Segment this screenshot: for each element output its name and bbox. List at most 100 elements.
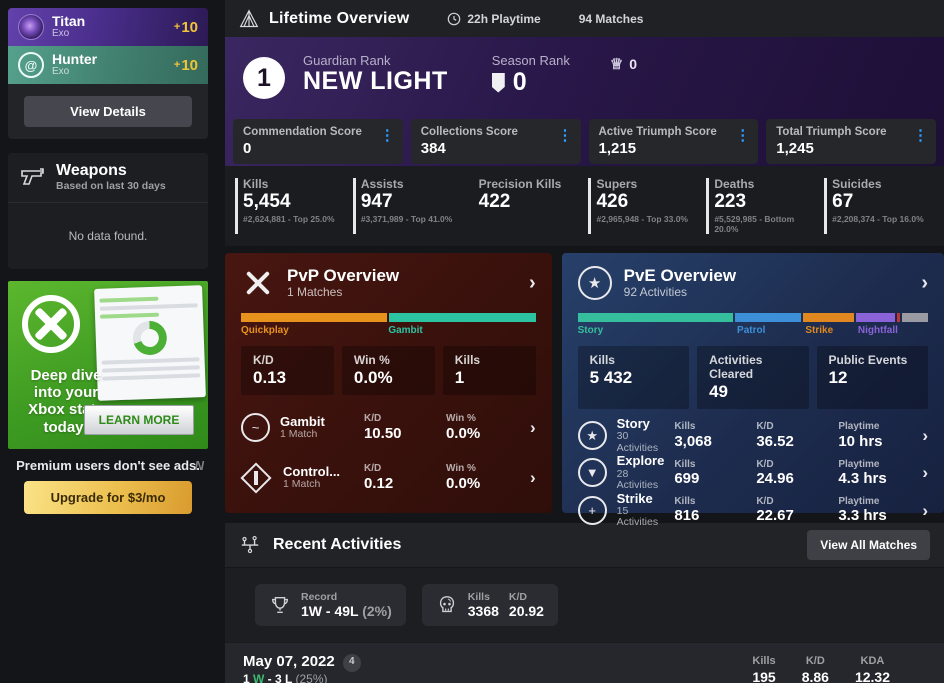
col-label: K/D — [363, 463, 382, 475]
view-all-matches-button[interactable]: View All Matches — [807, 529, 930, 560]
bar-segment-label: Patrol — [737, 324, 766, 336]
bar-segment — [897, 312, 901, 322]
character-card-hunter[interactable]: @ Hunter Exo +10 — [8, 46, 208, 84]
pve-row-explore[interactable]: ▼ Explore 28 Activities Kills 699 K/D 24… — [577, 454, 928, 491]
summary-badges-row: Record 1W - 49L (2%) Kills 3368 K/D 20.9… — [225, 568, 944, 642]
bar-segment-story — [577, 312, 733, 322]
row-text: Strike 15 Activities — [617, 492, 665, 529]
character-race: Exo — [52, 66, 70, 78]
recent-activities-section: Recent Activities View All Matches Recor… — [225, 522, 944, 683]
titan-class-icon — [18, 14, 44, 40]
recent-activities-title: Recent Activities — [273, 535, 402, 553]
stat-rank: #2,208,374 - Top 16.0% — [832, 213, 924, 224]
chevron-right-icon[interactable] — [530, 469, 536, 486]
mode-sub: 1 Match — [283, 477, 321, 490]
day-stats: Kills 195 K/D 8.86 KDA 12.32 — [752, 654, 926, 683]
bar-segment-label: Story — [577, 324, 604, 336]
mode-name: Control... — [283, 464, 341, 479]
stat-value: 5 432 — [589, 367, 633, 387]
col-value: 22.67 — [756, 507, 794, 525]
learn-more-button[interactable]: LEARN MORE — [84, 404, 194, 435]
stat-label: K/D — [805, 654, 825, 667]
pvp-header: PvP Overview 1 Matches — [241, 266, 536, 300]
character-card-titan[interactable]: Titan Exo +10 — [8, 8, 208, 46]
stat-deaths: Deaths 223 #5,529,985 - Bottom 20.0% — [702, 176, 820, 234]
stat-label: Activities Cleared — [709, 352, 763, 381]
pvp-stats: K/D 0.13 Win % 0.0% Kills 1 — [241, 345, 536, 395]
kebab-menu-icon[interactable] — [380, 129, 395, 143]
chevron-right-icon[interactable] — [530, 419, 536, 436]
col-label: Win % — [445, 413, 476, 425]
kebab-menu-icon[interactable] — [558, 129, 573, 143]
strike-icon: + — [577, 495, 607, 525]
day-stat-kd: K/D 8.86 — [802, 654, 829, 683]
row-text: Gambit 1 Match — [280, 415, 354, 441]
upgrade-button[interactable]: Upgrade for $3/mo — [24, 480, 192, 514]
pve-row-strike[interactable]: + Strike 15 Activities Kills 816 K/D 22.… — [577, 492, 928, 529]
chevron-right-icon[interactable] — [922, 464, 928, 481]
power-value: 10 — [181, 56, 198, 74]
chevron-right-icon[interactable] — [922, 502, 928, 519]
stat-supers: Supers 426 #2,965,948 - Top 33.0% — [584, 176, 702, 234]
light-icon: + — [173, 20, 181, 33]
xbox-ad-banner[interactable]: Deep dive into your Xbox stats today! LE… — [8, 280, 208, 449]
chevron-right-icon[interactable] — [922, 427, 928, 444]
stat-value: 5,454 — [243, 191, 291, 212]
col-win: Win % 0.0% — [446, 413, 518, 442]
character-race: Exo — [52, 28, 70, 40]
matches-meta: 94 Matches — [579, 12, 644, 26]
stat-value: 195 — [752, 669, 776, 683]
stat-label: Win % — [353, 352, 390, 367]
pvp-title: PvP Overview — [287, 265, 400, 285]
pve-mode-bar: Story Patrol Strike Nightfall — [577, 312, 928, 337]
rec-part: - 3 L — [264, 671, 296, 683]
pve-stat-cleared: Activities Cleared 49 — [697, 345, 809, 409]
recent-activities-header: Recent Activities View All Matches — [225, 522, 944, 568]
mode-sub: 15 Activities — [616, 504, 659, 529]
stat-rank: #3,371,989 - Top 41.0% — [360, 213, 453, 224]
col-label: Playtime — [838, 421, 880, 433]
stat-value: 947 — [360, 191, 393, 212]
weapons-title: Weapons — [56, 162, 127, 179]
score-card-active-triumph: Active Triumph Score 1,215 — [588, 119, 759, 164]
bar-segment-label: Strike — [805, 324, 834, 336]
pve-title: PvE Overview — [623, 265, 737, 285]
kebab-menu-icon[interactable] — [735, 129, 750, 143]
mode-name: Story — [616, 416, 650, 431]
chevron-right-icon[interactable] — [529, 273, 536, 293]
season-rank-block: Season Rank 0 — [491, 53, 570, 97]
pve-titles: PvE Overview 92 Activities — [624, 267, 736, 299]
kills-badge: Kills 3368 K/D 20.92 — [421, 583, 558, 626]
guardian-seal-icon — [239, 8, 259, 27]
pve-overview-panel: ★ PvE Overview 92 Activities Story Patrol… — [561, 252, 944, 528]
hunter-class-icon: @ — [18, 52, 44, 78]
col-value: 3,068 — [674, 432, 712, 450]
mockup-bar — [102, 373, 201, 381]
lifetime-overview-header: Lifetime Overview 22h Playtime 94 Matche… — [225, 0, 944, 37]
mockup-bar — [99, 303, 198, 311]
pvp-row-gambit[interactable]: ~ Gambit 1 Match K/D 10.50 Win % 0.0% — [241, 413, 536, 443]
record-sub: (2%) — [362, 602, 392, 619]
pvp-row-control[interactable]: Control... 1 Match K/D 0.12 Win % 0.0% — [240, 462, 536, 494]
pvp-stat-win: Win % 0.0% — [341, 345, 435, 395]
overview-panels: PvP Overview 1 Matches Quickplay Gambit K… — [225, 252, 944, 528]
stat-value: 12.32 — [854, 669, 890, 683]
chevron-right-icon[interactable] — [921, 273, 928, 293]
premium-note: Premium users don't see ads. N — [8, 458, 208, 473]
col-playtime: Playtime 3.3 hrs — [838, 496, 910, 525]
col-value: 0.0% — [445, 474, 481, 492]
view-details-button[interactable]: View Details — [24, 96, 192, 127]
col-label: Win % — [445, 463, 476, 475]
character-name: Titan — [52, 13, 86, 30]
crown-score: 0 — [610, 55, 637, 73]
date-text: May 07, 2022 — [243, 653, 335, 671]
rec-win: W — [253, 671, 265, 683]
mode-name: Strike — [616, 491, 653, 506]
col-label: Playtime — [838, 495, 880, 507]
kebab-menu-icon[interactable] — [913, 129, 928, 143]
pve-row-story[interactable]: ★ Story 30 Activities Kills 3,068 K/D 36… — [577, 416, 928, 454]
mode-sub: 1 Match — [280, 427, 318, 440]
match-day-row[interactable]: May 07, 2022 4 1 W - 3 L (25%) Kills 195… — [225, 642, 944, 683]
stat-value: 8.86 — [801, 669, 829, 683]
score-card-commendation: Commendation Score 0 — [233, 119, 403, 164]
